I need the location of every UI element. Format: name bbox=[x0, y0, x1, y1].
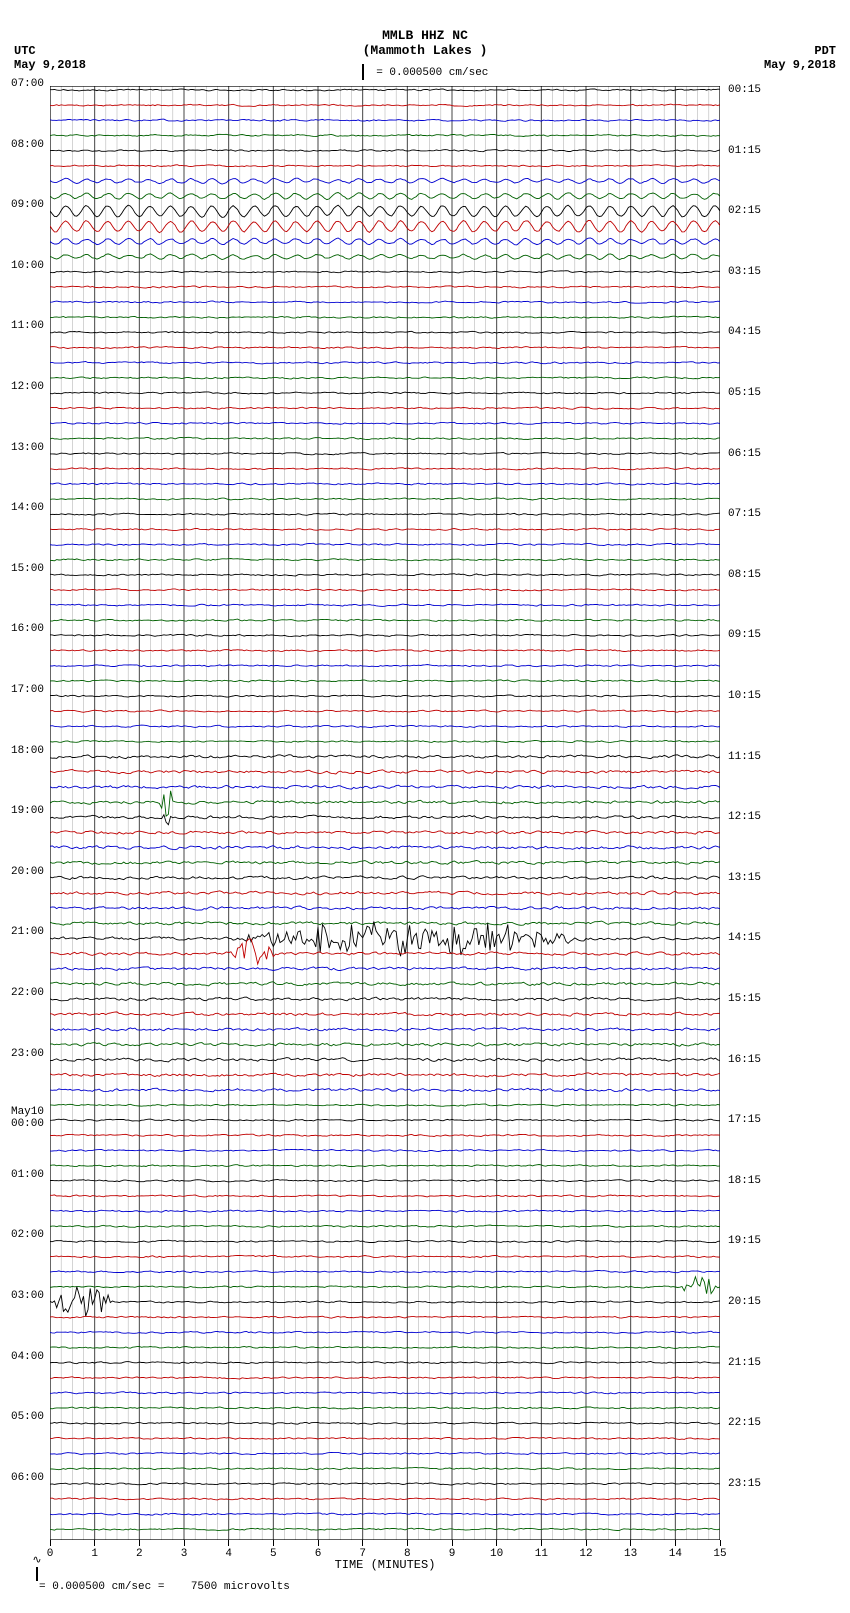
left-time-label: 17:00 bbox=[11, 684, 44, 696]
left-time-label: 02:00 bbox=[11, 1229, 44, 1241]
scale-block: = 0.000500 cm/sec bbox=[0, 64, 850, 80]
tz-right: PDT May 9,2018 bbox=[764, 44, 836, 72]
x-tick-mark bbox=[586, 1540, 587, 1546]
left-time-label: 06:00 bbox=[11, 1472, 44, 1484]
x-tick-mark bbox=[452, 1540, 453, 1546]
scale-label: = 0.000500 cm/sec bbox=[376, 67, 488, 79]
right-time-label: 15:15 bbox=[728, 993, 761, 1005]
left-time-label: 09:00 bbox=[11, 199, 44, 211]
left-time-label: 14:00 bbox=[11, 502, 44, 514]
right-time-label: 07:15 bbox=[728, 508, 761, 520]
helicorder-svg bbox=[50, 86, 720, 1540]
x-tick-mark bbox=[675, 1540, 676, 1546]
left-time-label: 21:00 bbox=[11, 926, 44, 938]
helicorder-plot bbox=[50, 86, 720, 1540]
x-tick-mark bbox=[720, 1540, 721, 1546]
footer-scale: ∿ = 0.000500 cm/sec = 7500 microvolts bbox=[6, 1541, 290, 1605]
right-time-label: 01:15 bbox=[728, 145, 761, 157]
station-title: MMLB HHZ NC bbox=[0, 28, 850, 43]
right-time-label: 17:15 bbox=[728, 1114, 761, 1126]
right-time-label: 16:15 bbox=[728, 1054, 761, 1066]
left-time-label: 05:00 bbox=[11, 1411, 44, 1423]
right-time-label: 21:15 bbox=[728, 1357, 761, 1369]
left-time-labels: 07:0008:0009:0010:0011:0012:0013:0014:00… bbox=[0, 86, 48, 1540]
right-time-label: 02:15 bbox=[728, 205, 761, 217]
right-time-label: 04:15 bbox=[728, 326, 761, 338]
left-time-label: 08:00 bbox=[11, 139, 44, 151]
right-time-label: 12:15 bbox=[728, 811, 761, 823]
right-time-label: 18:15 bbox=[728, 1175, 761, 1187]
footer-bar-icon bbox=[36, 1567, 38, 1581]
x-tick-mark bbox=[496, 1540, 497, 1546]
left-time-label: 04:00 bbox=[11, 1351, 44, 1363]
left-time-label: 07:00 bbox=[11, 78, 44, 90]
left-time-label: 15:00 bbox=[11, 563, 44, 575]
left-time-label: 10:00 bbox=[11, 260, 44, 272]
title-block: MMLB HHZ NC (Mammoth Lakes ) bbox=[0, 28, 850, 58]
tz-left: UTC May 9,2018 bbox=[14, 44, 86, 72]
right-time-label: 14:15 bbox=[728, 932, 761, 944]
left-time-label: 23:00 bbox=[11, 1048, 44, 1060]
left-time-label: 22:00 bbox=[11, 987, 44, 999]
location-title: (Mammoth Lakes ) bbox=[0, 43, 850, 58]
x-tick-mark bbox=[407, 1540, 408, 1546]
right-time-label: 05:15 bbox=[728, 387, 761, 399]
left-time-label: 16:00 bbox=[11, 623, 44, 635]
left-time-label: 11:00 bbox=[11, 320, 44, 332]
left-time-label: 18:00 bbox=[11, 745, 44, 757]
right-time-label: 22:15 bbox=[728, 1417, 761, 1429]
scale-bar-icon bbox=[362, 64, 364, 80]
left-time-label: 19:00 bbox=[11, 805, 44, 817]
footer-text: = 0.000500 cm/sec = 7500 microvolts bbox=[32, 1581, 289, 1593]
left-time-label: 20:00 bbox=[11, 866, 44, 878]
left-time-label: 13:00 bbox=[11, 442, 44, 454]
x-tick-mark bbox=[630, 1540, 631, 1546]
left-time-label: 01:00 bbox=[11, 1169, 44, 1181]
right-time-label: 20:15 bbox=[728, 1296, 761, 1308]
left-time-label: 03:00 bbox=[11, 1290, 44, 1302]
right-time-label: 10:15 bbox=[728, 690, 761, 702]
x-tick-mark bbox=[541, 1540, 542, 1546]
left-tz-label: UTC bbox=[14, 44, 86, 58]
right-date-label: May 9,2018 bbox=[764, 58, 836, 72]
right-time-label: 08:15 bbox=[728, 569, 761, 581]
right-time-label: 11:15 bbox=[728, 751, 761, 763]
x-tick-mark bbox=[318, 1540, 319, 1546]
right-time-label: 06:15 bbox=[728, 448, 761, 460]
right-time-label: 23:15 bbox=[728, 1478, 761, 1490]
right-time-label: 03:15 bbox=[728, 266, 761, 278]
right-time-label: 09:15 bbox=[728, 629, 761, 641]
x-tick-mark bbox=[362, 1540, 363, 1546]
page: MMLB HHZ NC (Mammoth Lakes ) = 0.000500 … bbox=[0, 0, 850, 1613]
right-time-label: 13:15 bbox=[728, 872, 761, 884]
right-time-labels: 00:15 01:15 02:15 03:15 04:15 05:15 06:15 07:15… bbox=[724, 86, 844, 1540]
footer-mark: ∿ bbox=[32, 1555, 41, 1567]
right-tz-label: PDT bbox=[764, 44, 836, 58]
right-time-label: 19:15 bbox=[728, 1235, 761, 1247]
left-date-label: May 9,2018 bbox=[14, 58, 86, 72]
right-time-label: 00:15 bbox=[728, 84, 761, 96]
left-time-label: May1000:00 bbox=[11, 1106, 44, 1130]
left-time-label: 12:00 bbox=[11, 381, 44, 393]
